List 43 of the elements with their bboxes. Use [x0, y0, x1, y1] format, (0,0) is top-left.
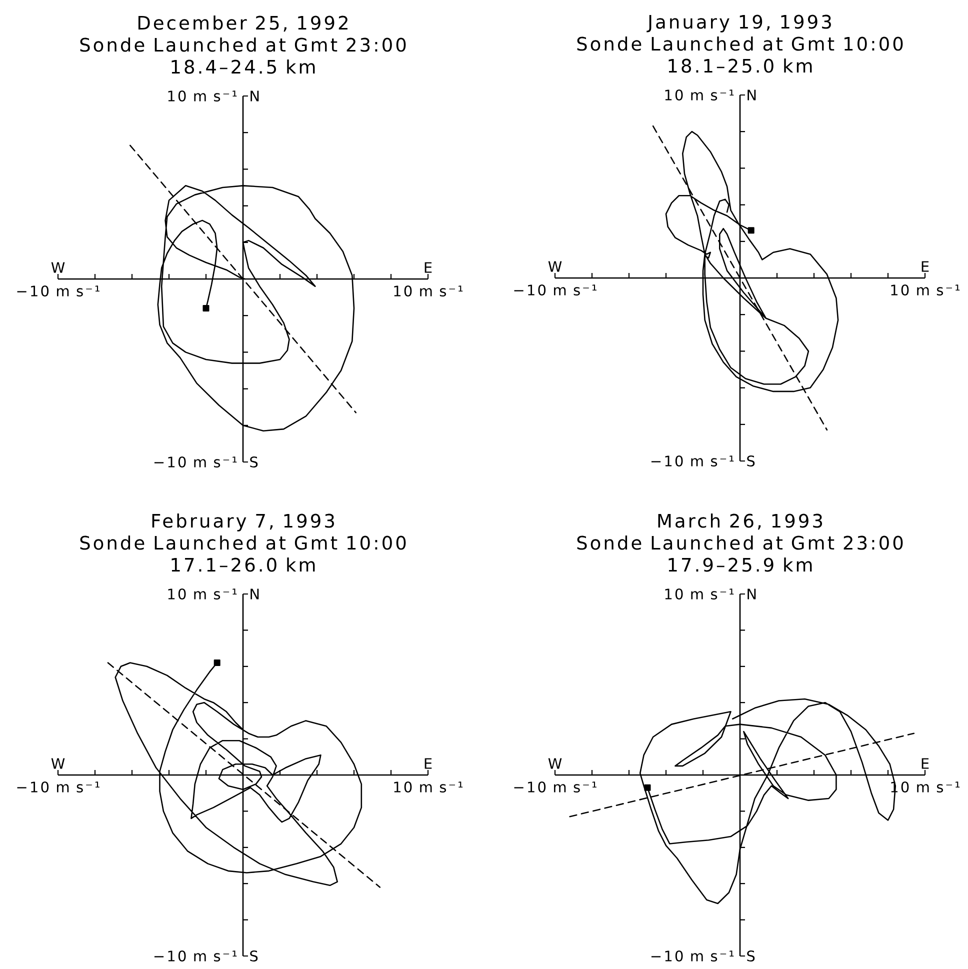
annotation: E: [424, 262, 432, 273]
y-tick-label: −10 m s⁻¹: [651, 950, 734, 962]
y-tick-label: −10 m s⁻¹: [154, 950, 237, 962]
annotation: S: [250, 456, 258, 468]
annotation: W: [548, 758, 562, 769]
y-tick-label: −10 m s⁻¹: [154, 456, 237, 468]
x-tick-label: 10 m s⁻¹: [394, 286, 463, 296]
text: 18.1–25.0 km: [668, 58, 812, 73]
text: 18.4–24.5 km: [172, 59, 315, 74]
annotation: W: [548, 261, 562, 272]
chart-subtitle: Sonde Launched at Gmt 10:00: [80, 535, 406, 550]
y-tick-label: 10 m s⁻¹: [168, 588, 237, 600]
y-tick-label: 10 m s⁻¹: [168, 90, 237, 102]
text: 17.9–25.9 km: [668, 557, 812, 572]
chart-title: January 19, 1993: [646, 14, 831, 32]
annotation: N: [250, 588, 259, 600]
y-tick-label: −10 m s⁻¹: [651, 456, 734, 466]
x-tick-label: −10 m s⁻¹: [17, 782, 100, 792]
annotation: N: [250, 90, 259, 102]
x-tick-label: 10 m s⁻¹: [394, 782, 463, 792]
annotation: N: [748, 588, 756, 600]
annotation: E: [922, 758, 929, 769]
x-tick-label: −10 m s⁻¹: [17, 286, 100, 296]
annotation: E: [424, 758, 432, 769]
y-tick-label: 10 m s⁻¹: [665, 90, 734, 100]
y-tick-label: 10 m s⁻¹: [665, 588, 734, 600]
chart-subtitle: Sonde Launched at Gmt 23:00: [577, 535, 903, 550]
text: 17.1–26.0 km: [172, 557, 315, 572]
annotation: S: [250, 950, 258, 962]
chart-title: March 26, 1993: [658, 513, 822, 530]
chart-subtitle: Sonde Launched at Gmt 10:00: [577, 36, 903, 51]
annotation: S: [747, 950, 755, 962]
annotation: W: [51, 262, 65, 273]
chart-title: December 25, 1992: [138, 15, 348, 32]
x-tick-label: −10 m s⁻¹: [514, 284, 596, 296]
x-tick-label: −10 m s⁻¹: [514, 782, 596, 792]
chart-title: February 7, 1993: [152, 513, 334, 532]
x-tick-label: 10 m s⁻¹: [891, 284, 960, 296]
annotation: W: [51, 758, 65, 769]
annotation: N: [748, 90, 756, 100]
chart-subtitle: Sonde Launched at Gmt 23:00: [80, 37, 406, 52]
annotation: E: [922, 261, 929, 272]
annotation: S: [747, 456, 755, 466]
